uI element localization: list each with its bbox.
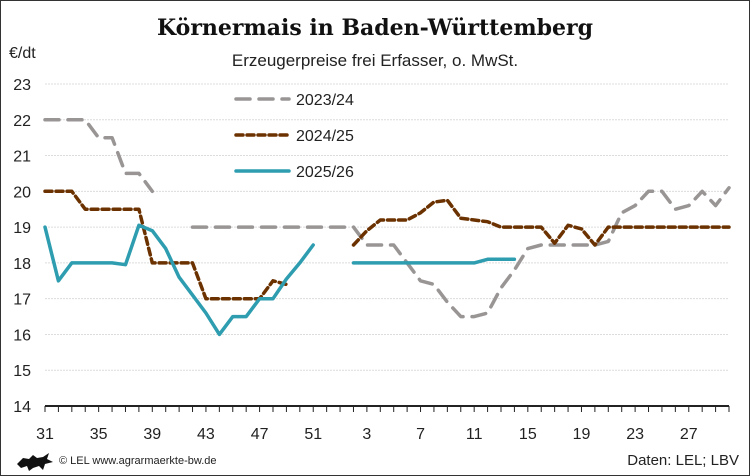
y-tick-label: 23: [13, 77, 31, 94]
x-tick-label: 47: [251, 426, 269, 443]
x-tick-label: 35: [90, 426, 108, 443]
x-tick-label: 23: [626, 426, 644, 443]
lion-logo-icon: [17, 453, 53, 471]
x-tick-label: 3: [362, 426, 371, 443]
legend-label: 2024/25: [296, 128, 354, 145]
x-tick-label: 31: [36, 426, 54, 443]
series-line-2025-26: [43, 223, 517, 337]
y-tick-label: 20: [13, 184, 31, 201]
x-tick-label: 27: [680, 426, 698, 443]
series-line-2023-24: [43, 118, 731, 319]
chart-subtitle: Erzeugerpreise frei Erfasser, o. MwSt.: [231, 51, 519, 70]
y-tick-label: 14: [13, 399, 31, 416]
y-tick-label: 19: [13, 220, 31, 237]
x-tick-label: 51: [304, 426, 322, 443]
data-source: Daten: LEL; LBV: [627, 452, 739, 469]
y-tick-label: 16: [13, 327, 31, 344]
x-tick-label: 39: [143, 426, 161, 443]
y-tick-label: 21: [13, 149, 31, 166]
x-tick-label: 15: [519, 426, 537, 443]
y-axis-unit: €/dt: [9, 45, 36, 62]
y-tick-label: 17: [13, 292, 31, 309]
chart-title: Körnermais in Baden-Württemberg: [157, 15, 593, 41]
y-tick-label: 15: [13, 363, 31, 380]
series-line-2024-25: [43, 189, 731, 301]
x-tick-label: 43: [197, 426, 215, 443]
copyright-text: © LEL www.agrarmaerkte-bw.de: [59, 455, 217, 467]
y-tick-label: 18: [13, 256, 31, 273]
legend-label: 2025/26: [296, 164, 354, 181]
x-tick-label: 19: [573, 426, 591, 443]
y-tick-label: 22: [13, 113, 31, 130]
legend-label: 2023/24: [296, 92, 354, 109]
x-tick-label: 7: [416, 426, 425, 443]
x-tick-label: 11: [466, 426, 483, 443]
